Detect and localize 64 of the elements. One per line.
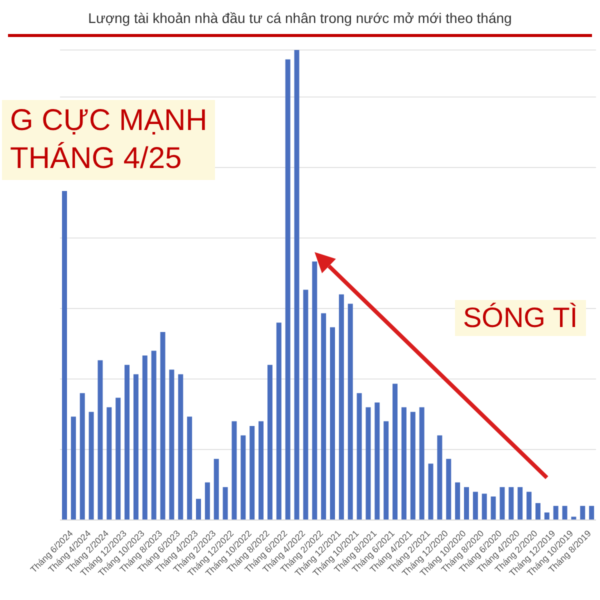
bar — [276, 322, 282, 520]
bar — [562, 506, 568, 520]
bar — [80, 393, 85, 520]
bar — [553, 506, 558, 520]
bar — [321, 313, 326, 520]
chart-title: Lượng tài khoản nhà đầu tư cá nhân trong nước mở mới theo tháng — [87, 10, 513, 26]
bar — [267, 364, 272, 520]
bar — [580, 506, 586, 520]
bar — [312, 262, 318, 520]
annotation: G CỰC MẠNH — [10, 103, 208, 139]
bar — [589, 506, 594, 520]
bar — [419, 407, 424, 520]
bar — [348, 304, 353, 520]
bar — [294, 50, 300, 520]
bar — [464, 487, 469, 520]
bar — [392, 384, 398, 520]
bar — [446, 458, 452, 520]
bar — [455, 482, 460, 520]
bar — [222, 487, 228, 520]
bar — [160, 332, 166, 520]
bar — [526, 492, 532, 520]
bar — [98, 360, 103, 520]
bar — [178, 374, 184, 520]
bar — [490, 496, 496, 520]
bar — [240, 435, 246, 520]
bar — [88, 412, 94, 520]
bar — [133, 374, 138, 520]
bar — [124, 364, 130, 520]
bar — [214, 458, 219, 520]
bar — [142, 356, 148, 520]
bar — [384, 421, 389, 520]
bar — [62, 191, 67, 520]
bar — [204, 482, 210, 520]
bar — [508, 487, 514, 520]
bar — [437, 435, 442, 520]
bar — [366, 407, 371, 520]
bar — [169, 370, 174, 520]
bar — [151, 350, 156, 520]
bar — [482, 494, 487, 520]
annotation: THÁNG 4/25 — [10, 141, 183, 177]
bar — [330, 327, 335, 520]
bar — [544, 512, 550, 520]
bar — [196, 498, 201, 520]
bar — [356, 393, 362, 520]
bar — [285, 59, 290, 520]
bar — [410, 412, 416, 520]
bar — [374, 402, 380, 520]
bar — [106, 407, 112, 520]
bar — [401, 407, 406, 520]
bar — [500, 487, 505, 520]
bar — [258, 421, 264, 520]
bar — [187, 416, 192, 520]
bar — [116, 398, 121, 520]
bar — [232, 421, 237, 520]
bar — [518, 487, 523, 520]
bar — [250, 426, 255, 520]
bar — [70, 416, 76, 520]
bar — [303, 290, 308, 520]
bar — [535, 503, 540, 520]
bar — [338, 294, 344, 520]
bar — [571, 516, 576, 520]
bar — [428, 464, 434, 520]
bar — [472, 492, 478, 520]
annotation: SÓNG TÌ — [455, 300, 586, 336]
